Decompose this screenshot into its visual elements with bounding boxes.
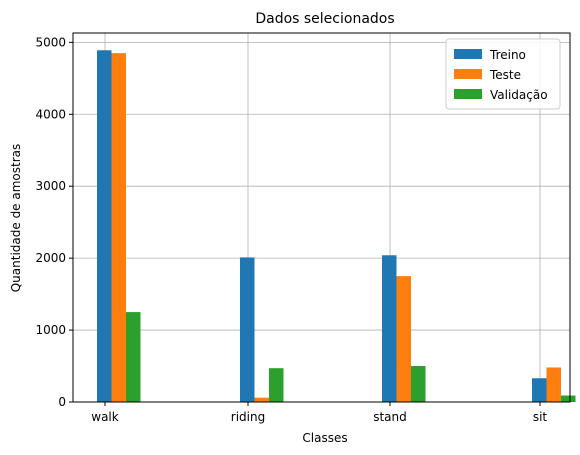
x-axis-label: Classes: [302, 431, 347, 445]
bar-teste-sit: [546, 367, 561, 402]
legend: Treino Teste Validação: [445, 38, 561, 110]
bar-treino-walk: [97, 50, 112, 403]
bar-validação-riding: [269, 368, 284, 402]
bar-treino-stand: [382, 255, 397, 402]
plot-frame: [72, 32, 571, 403]
bars: [97, 50, 576, 403]
bar-validação-stand: [411, 366, 426, 402]
bar-teste-walk: [111, 53, 126, 402]
legend-swatch-teste: [454, 69, 482, 79]
y-tick-label: 0: [58, 395, 66, 409]
legend-label-validação: Validação: [490, 88, 548, 102]
y-tick-label: 3000: [35, 179, 66, 193]
y-axis-label: Quantidade de amostras: [9, 144, 23, 293]
x-tick-label-riding: riding: [231, 410, 265, 424]
y-tick-label: 1000: [35, 323, 66, 337]
bar-teste-riding: [254, 397, 269, 402]
y-tick-label: 4000: [35, 107, 66, 121]
x-tick-label-walk: walk: [91, 410, 119, 424]
y-axis-ticks: 0 1000 2000 3000 4000 5000: [35, 35, 73, 409]
chart-title: Dados selecionados: [255, 11, 394, 27]
y-tick-label: 5000: [35, 35, 66, 49]
legend-swatch-treino: [454, 49, 482, 59]
bar-treino-riding: [240, 257, 255, 402]
y-tick-label: 2000: [35, 251, 66, 265]
bar-teste-stand: [396, 276, 411, 402]
bar-validação-sit: [561, 395, 576, 402]
x-axis-ticks: walk riding stand sit: [91, 402, 547, 424]
legend-swatch-validação: [454, 89, 482, 99]
x-tick-label-sit: sit: [533, 410, 548, 424]
legend-label-treino: Treino: [489, 48, 526, 62]
bar-treino-sit: [532, 378, 547, 402]
x-tick-label-stand: stand: [373, 410, 407, 424]
legend-label-teste: Teste: [489, 68, 521, 82]
bar-validação-walk: [126, 312, 141, 402]
